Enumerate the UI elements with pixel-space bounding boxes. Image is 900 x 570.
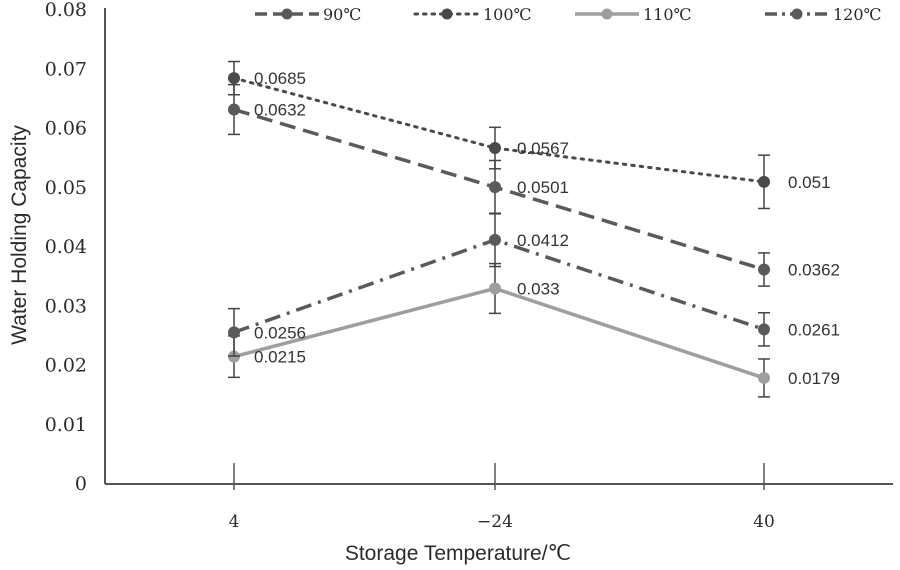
data-point	[228, 103, 240, 116]
data-point	[228, 326, 240, 339]
y-tick-labels: 0 0.01 0.02 0.03 0.04 0.05 0.06 0.07 0.08	[45, 0, 87, 495]
data-point	[228, 72, 240, 85]
y-tick-label: 0.08	[45, 0, 87, 21]
data-point	[489, 181, 501, 194]
y-tick-label: 0.01	[45, 414, 87, 436]
data-point	[489, 233, 501, 246]
series-2: 0.0215 0.033 0.0179	[228, 262, 840, 398]
y-tick-label: 0	[75, 473, 87, 495]
y-tick-label: 0.02	[45, 355, 87, 377]
x-tick-label: 40	[753, 512, 775, 532]
legend-marker	[281, 8, 293, 20]
x-tick-label: 4	[229, 512, 240, 532]
y-tick-label: 0.06	[45, 118, 87, 140]
legend-marker	[791, 8, 803, 20]
legend-item: 90℃	[255, 5, 361, 24]
legend-item: 120℃	[765, 5, 881, 24]
data-label: 0.0215	[254, 348, 306, 367]
axes	[104, 8, 893, 485]
data-point	[758, 175, 770, 188]
series-3: 0.0256 0.0412 0.0261	[228, 212, 840, 357]
legend-label: 90℃	[323, 5, 361, 24]
series-line	[232, 76, 766, 184]
data-label: 0.033	[517, 279, 560, 298]
series-1: 0.0685 0.0567 0.051	[228, 60, 831, 210]
x-tick-label: −24	[477, 512, 513, 532]
data-label: 0.0412	[517, 231, 569, 250]
x-tick-labels: 4 −24 40	[229, 463, 775, 532]
data-label: 0.0501	[517, 178, 569, 197]
data-label: 0.0632	[254, 101, 306, 120]
data-point	[489, 142, 501, 155]
legend-item: 110℃	[575, 5, 691, 24]
data-label: 0.0362	[788, 261, 840, 280]
series-layer: 0.0632 0.0501 0.0362 0.0685 0.0567 0.051 0.021…	[228, 60, 840, 398]
legend-marker	[441, 8, 453, 20]
y-tick-label: 0.04	[45, 236, 87, 258]
legend-label: 110℃	[643, 5, 691, 24]
data-label: 0.0685	[254, 69, 306, 88]
data-label: 0.0256	[254, 323, 306, 342]
data-point	[489, 282, 501, 295]
legend-item: 100℃	[413, 5, 531, 24]
legend-label: 120℃	[833, 5, 881, 24]
y-axis-title: Water Holding Capacity	[8, 125, 31, 345]
y-tick-label: 0.03	[45, 295, 87, 317]
data-label: 0.0179	[788, 369, 840, 388]
legend: 90℃ 100℃ 110℃ 120℃	[255, 5, 881, 24]
x-axis-title: Storage Temperature/℃	[345, 542, 571, 565]
legend-marker	[601, 8, 613, 20]
series-0: 0.0632 0.0501 0.0362	[228, 83, 840, 287]
y-tick-label: 0.05	[45, 177, 87, 199]
data-point	[758, 323, 770, 336]
y-tick-label: 0.07	[45, 58, 87, 80]
data-label: 0.051	[788, 173, 831, 192]
data-point	[758, 371, 770, 384]
data-label: 0.0567	[517, 139, 569, 158]
legend-label: 100℃	[483, 5, 531, 24]
data-label: 0.0261	[788, 320, 840, 339]
data-point	[758, 263, 770, 276]
